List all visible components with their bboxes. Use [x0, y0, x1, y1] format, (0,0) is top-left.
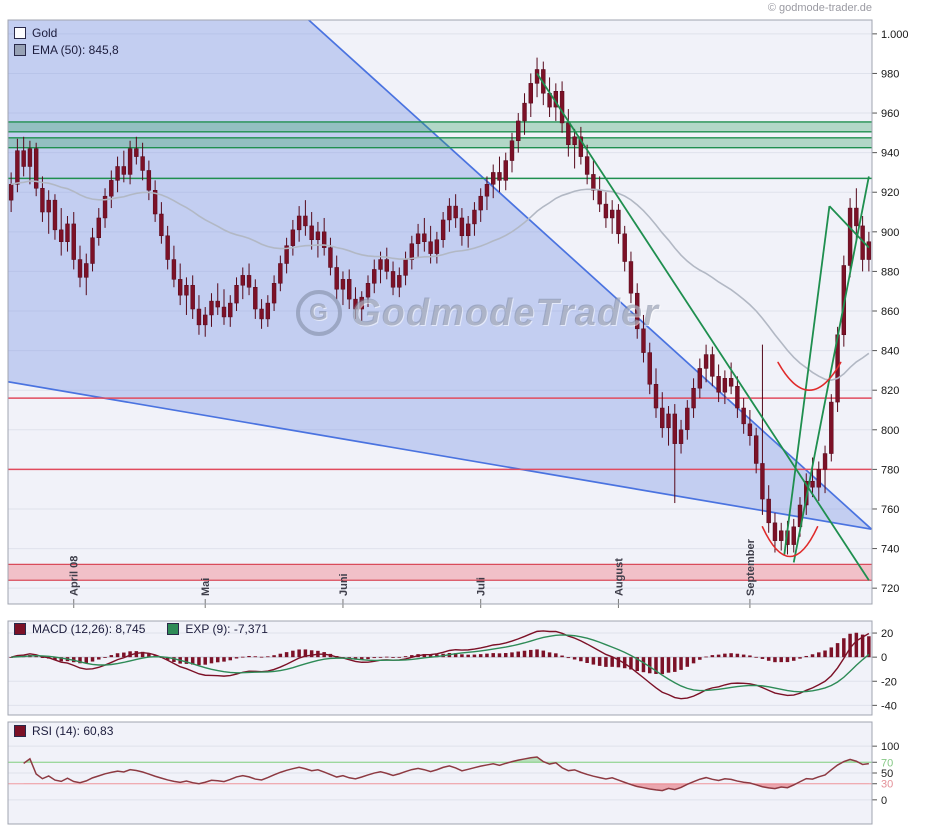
rsi-oversold-fill	[23, 783, 869, 791]
legend-item-macd: MACD (12,26): 8,745	[14, 622, 145, 636]
rsi-series-swatch	[14, 725, 26, 737]
svg-text:50: 50	[881, 768, 893, 780]
svg-text:880: 880	[881, 266, 899, 278]
macd-legend: MACD (12,26): 8,745 EXP (9): -7,371	[14, 622, 268, 636]
svg-text:1.000: 1.000	[881, 29, 909, 41]
svg-text:800: 800	[881, 425, 899, 437]
price-legend: Gold EMA (50): 845,8	[14, 26, 119, 57]
gold-series-swatch	[14, 27, 26, 39]
macd-line	[10, 630, 870, 700]
exp-series-swatch	[167, 623, 180, 635]
red-arc	[777, 361, 842, 391]
svg-text:840: 840	[881, 346, 899, 358]
macd-chart: 20 0 -20 -40	[7, 620, 897, 716]
svg-text:Mai: Mai	[200, 578, 212, 596]
ema-series-label: EMA (50): 845,8	[32, 43, 119, 57]
svg-text:920: 920	[881, 187, 899, 199]
svg-text:-20: -20	[881, 676, 897, 688]
svg-text:980: 980	[881, 68, 899, 80]
svg-text:-40: -40	[881, 700, 897, 712]
ema-series-swatch	[14, 44, 26, 56]
svg-text:860: 860	[881, 306, 899, 318]
macd-histogram	[9, 632, 871, 675]
svg-text:30: 30	[881, 779, 893, 791]
copyright-text: © godmode-trader.de	[767, 2, 872, 14]
svg-text:August: August	[613, 558, 625, 596]
svg-text:April 08: April 08	[69, 556, 81, 596]
svg-text:740: 740	[881, 544, 899, 556]
svg-text:20: 20	[881, 628, 893, 640]
svg-text:Juli: Juli	[476, 577, 488, 596]
svg-text:900: 900	[881, 227, 899, 239]
legend-item-gold: Gold	[14, 26, 119, 40]
exp-series-label: EXP (9): -7,371	[185, 622, 268, 636]
ema-line	[10, 180, 870, 381]
legend-item-ema: EMA (50): 845,8	[14, 43, 119, 57]
svg-text:70: 70	[881, 757, 893, 769]
legend-item-exp: EXP (9): -7,371	[167, 622, 268, 636]
macd-signal-line	[11, 634, 870, 693]
svg-text:Juni: Juni	[338, 573, 350, 596]
svg-text:780: 780	[881, 464, 899, 476]
gold-series-label: Gold	[32, 26, 58, 40]
svg-text:0: 0	[881, 795, 887, 807]
price-chart: April 08 Mai Juni Juli August September 1.000 9…	[7, 19, 909, 608]
rsi-line	[23, 756, 869, 792]
red-arc	[761, 525, 819, 558]
svg-text:0: 0	[881, 652, 887, 664]
svg-text:960: 960	[881, 108, 899, 120]
macd-series-label: MACD (12,26): 8,745	[32, 622, 146, 636]
macd-series-swatch	[14, 623, 26, 635]
svg-text:100: 100	[881, 741, 899, 753]
rsi-legend: RSI (14): 60,83	[14, 724, 113, 738]
candles	[8, 57, 872, 555]
svg-text:820: 820	[881, 385, 899, 397]
svg-text:760: 760	[881, 504, 899, 516]
svg-text:940: 940	[881, 148, 899, 160]
svg-text:720: 720	[881, 583, 899, 595]
svg-text:September: September	[745, 538, 757, 596]
legend-item-rsi: RSI (14): 60,83	[14, 724, 113, 738]
rsi-series-label: RSI (14): 60,83	[32, 724, 114, 738]
